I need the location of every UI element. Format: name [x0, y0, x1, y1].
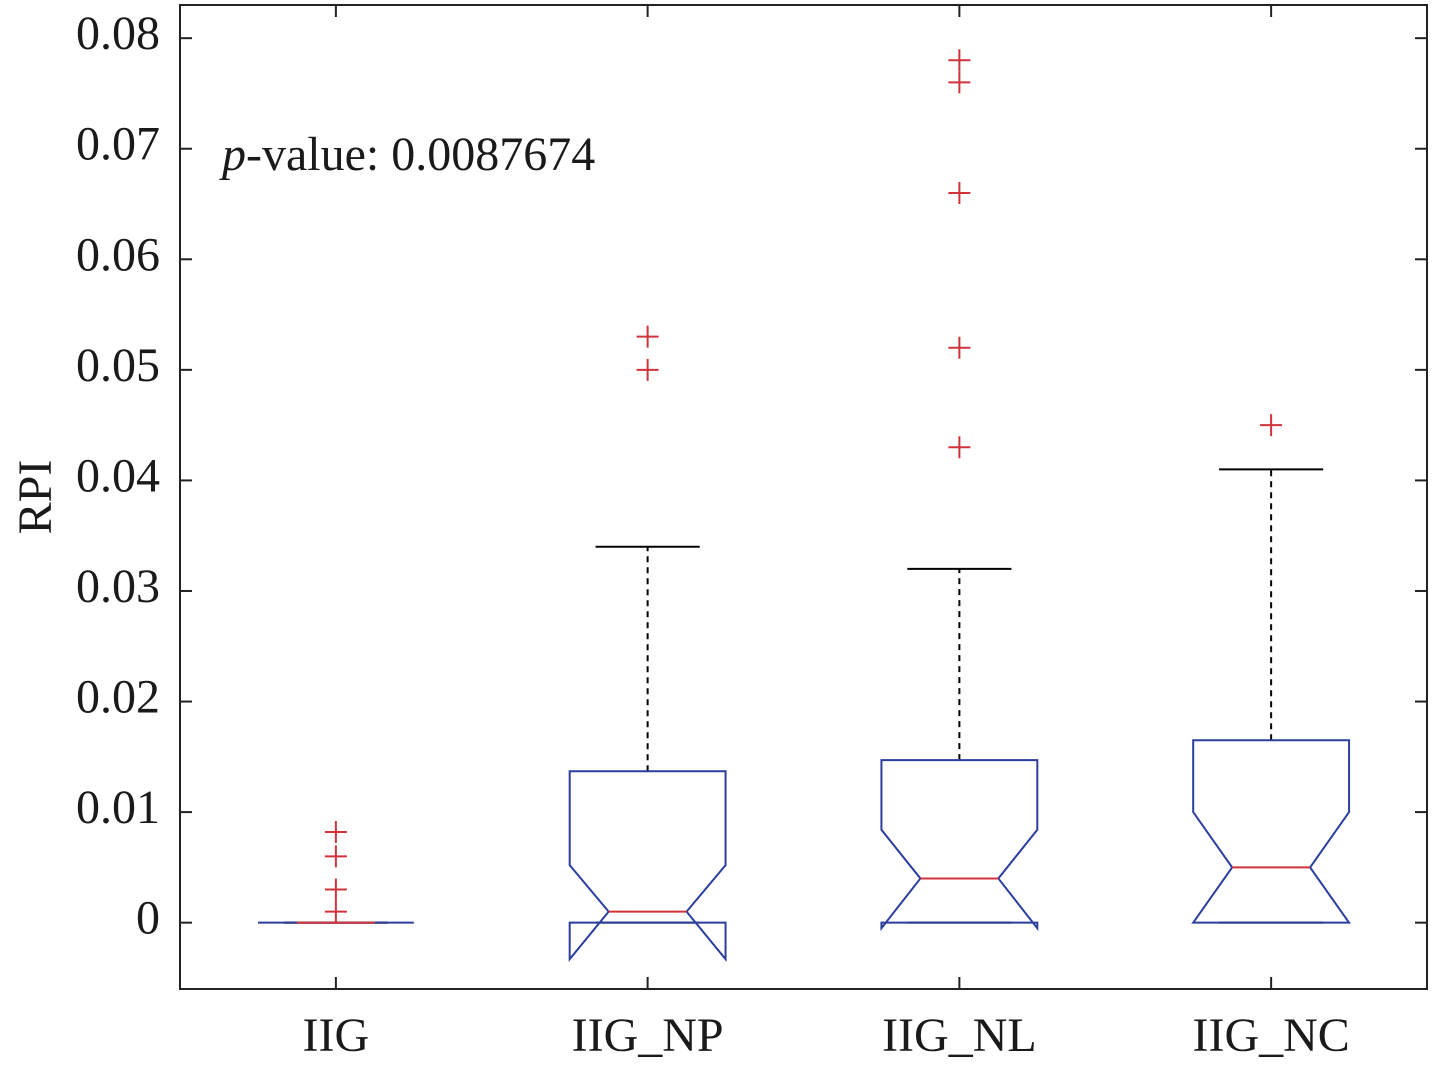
outlier [948, 181, 971, 204]
outlier [324, 821, 347, 844]
outlier [948, 436, 971, 459]
box [568, 770, 727, 962]
annotation-italic: p [219, 128, 246, 181]
annotation-text: -value: 0.0087674 [246, 128, 595, 181]
y-tick-label: 0 [136, 892, 160, 945]
outlier [324, 845, 347, 868]
y-tick-label: 0.08 [76, 7, 160, 60]
y-tick-label: 0.06 [76, 228, 160, 281]
outlier [324, 878, 347, 901]
outlier [324, 900, 347, 923]
outlier [636, 325, 659, 348]
plot-frame [179, 4, 1428, 990]
box [880, 759, 1039, 932]
outlier [948, 49, 971, 72]
x-tick-label: IIG [303, 1009, 370, 1062]
box [1191, 739, 1351, 924]
y-tick-label: 0.01 [76, 781, 160, 834]
y-tick-label: 0.03 [76, 560, 160, 613]
y-tick-label: 0.07 [76, 118, 160, 171]
x-tick-label: IIG_NP [572, 1009, 724, 1062]
x-tick-label: IIG_NL [882, 1009, 1037, 1062]
y-tick-label: 0.05 [76, 339, 160, 392]
outlier [948, 336, 971, 359]
x-tick-label: IIG_NC [1192, 1009, 1349, 1062]
y-tick-label: 0.04 [76, 449, 160, 502]
y-axis-label: RPI [9, 460, 62, 535]
outlier [948, 71, 971, 94]
y-tick-label: 0.02 [76, 671, 160, 724]
annotation: p-value: 0.0087674 [219, 128, 595, 181]
outlier [1260, 414, 1283, 437]
outlier [636, 358, 659, 381]
